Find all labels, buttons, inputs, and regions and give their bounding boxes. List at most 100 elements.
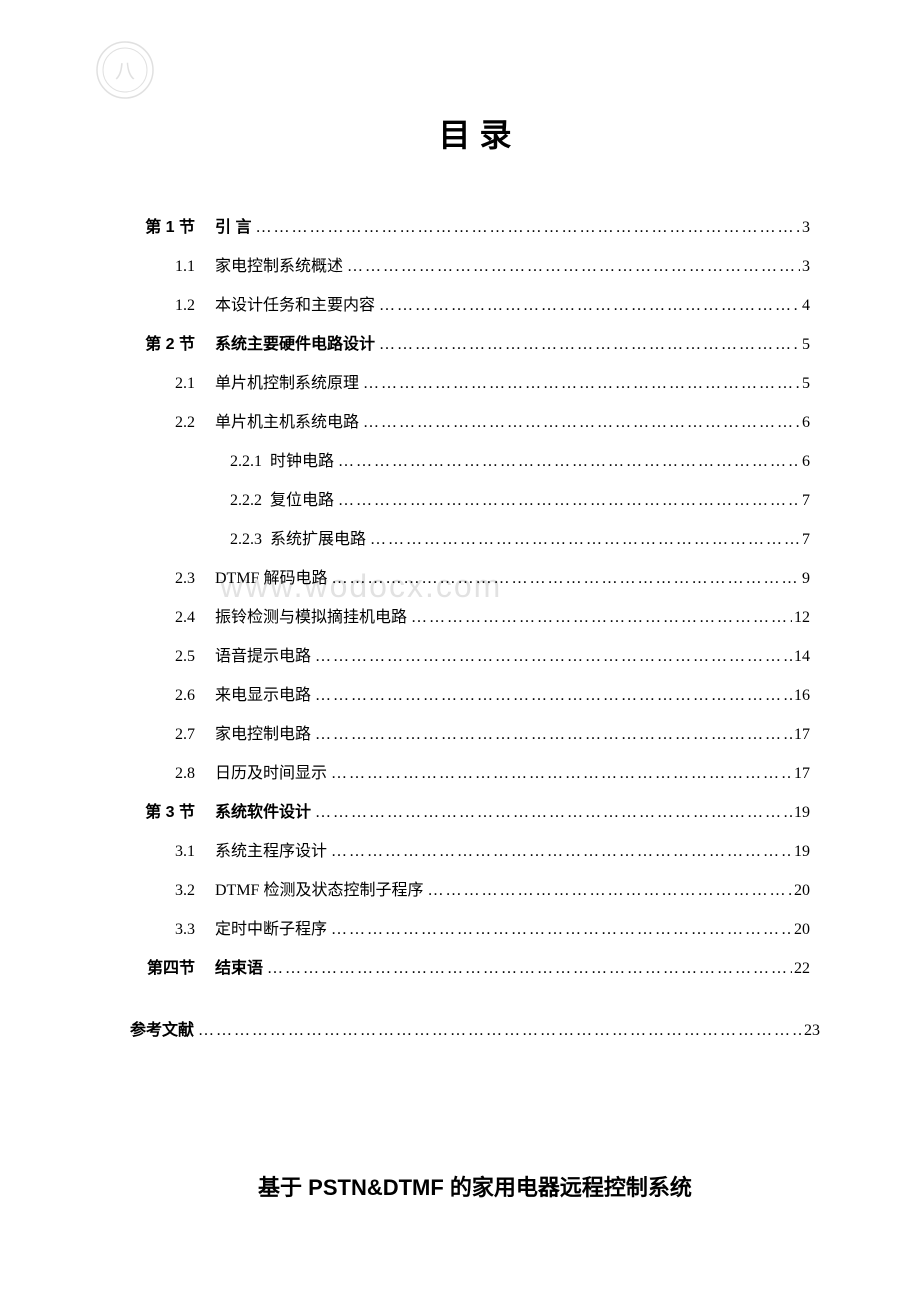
toc-page-number: 14 [792,645,810,669]
references-label: 参考文献 [130,1016,194,1040]
university-seal-logo: 八 [95,40,155,100]
toc-page-number: 12 [792,606,810,630]
toc-page-number: 20 [792,879,810,903]
toc-entry-text: 语音提示电路 [215,645,311,669]
toc-page-number: 5 [800,333,810,357]
toc-number: 第 1 节 [140,216,215,240]
toc-number: 2.6 [140,684,215,708]
toc-page-number: 16 [792,684,810,708]
toc-page-number: 17 [792,723,810,747]
toc-page-number: 6 [800,450,810,474]
toc-leader-dots: …………………………………………………………………………………………………………… [327,567,800,591]
toc-row: 3.1系统主程序设计………………………………………………………………………………… [140,840,810,864]
toc-number: 2.2.3 [230,528,270,552]
toc-number: 2.8 [140,762,215,786]
toc-number: 3.2 [140,879,215,903]
toc-leader-dots: …………………………………………………………………………………………………………… [311,645,792,669]
toc-leader-dots: …………………………………………………………………………………………………………… [359,372,800,396]
toc-entry-text: 家电控制电路 [215,723,311,747]
toc-entry-text: 家电控制系统概述 [215,255,343,279]
toc-page-number: 9 [800,567,810,591]
toc-number: 1.2 [140,294,215,318]
toc-leader-dots: …………………………………………………………………………………………………………… [311,723,792,747]
toc-leader-dots: …………………………………………………………………………………………………………… [423,879,792,903]
toc-number: 3.3 [140,918,215,942]
toc-number: 2.2.2 [230,489,270,513]
toc-row: 2.3DTMF 解码电路 ………………………………………………………………………… [140,567,810,591]
toc-entry-text: 振铃检测与模拟摘挂机电路 [215,606,407,630]
toc-page-number: 3 [800,255,810,279]
toc-page-number: 7 [800,528,810,552]
toc-leader-dots: …………………………………………………………………………………………………………… [327,840,792,864]
toc-row: 第 2 节系统主要硬件电路设计 ………………………………………………………………… [140,333,810,357]
toc-leader-dots: …………………………………………………………………………………………………………… [327,918,792,942]
toc-number: 2.4 [140,606,215,630]
toc-row: 2.4振铃检测与模拟摘挂机电路 ………………………………………………………………… [140,606,810,630]
toc-entry-text: DTMF 解码电路 [215,567,327,591]
toc-entry-text: 时钟电路 [270,450,334,474]
toc-entry-text: 单片机主机系统电路 [215,411,359,435]
toc-leader-dots: …………………………………………………………………………………………………………… [194,1022,802,1040]
toc-row: 第 1 节引 言……………………………………………………………………………………… [140,216,810,240]
toc-entry-text: DTMF 检测及状态控制子程序 [215,879,423,903]
toc-page-number: 19 [792,840,810,864]
toc-number: 2.7 [140,723,215,747]
toc-row: 3.2DTMF 检测及状态控制子程序…………………………………………………………… [140,879,810,903]
toc-number: 2.3 [140,567,215,591]
toc-row: 2.2单片机主机系统电路…………………………………………………………………………… [140,411,810,435]
toc-page-number: 22 [792,957,810,981]
toc-entry-text: 单片机控制系统原理 [215,372,359,396]
toc-row: 2.2.2复位电路…………………………………………………………………………………… [140,489,810,513]
toc-entry-text: 来电显示电路 [215,684,311,708]
toc-leader-dots: …………………………………………………………………………………………………………… [311,684,792,708]
toc-page-number: 3 [800,216,810,240]
references-row: 参考文献 ……………………………………………………………………………………………… [130,1016,820,1040]
toc-page-number: 17 [792,762,810,786]
toc-row: 2.1单片机控制系统原理…………………………………………………………………………… [140,372,810,396]
toc-row: 2.2.3系统扩展电路……………………………………………………………………………… [140,528,810,552]
toc-leader-dots: …………………………………………………………………………………………………………… [407,606,792,630]
toc-row: 2.7家电控制电路 ………………………………………………………………………………… [140,723,810,747]
toc-leader-dots: …………………………………………………………………………………………………………… [343,255,800,279]
toc-entry-text: 日历及时间显示 [215,762,327,786]
toc-leader-dots: …………………………………………………………………………………………………………… [359,411,800,435]
toc-leader-dots: …………………………………………………………………………………………………………… [375,294,800,318]
document-subtitle: 基于 PSTN&DTMF 的家用电器远程控制系统 [130,1170,820,1202]
toc-entry-text: 引 言 [215,216,251,240]
toc-number: 2.1 [140,372,215,396]
toc-row: 2.6来电显示电路 ………………………………………………………………………………… [140,684,810,708]
toc-entry-text: 结束语 [215,957,263,981]
toc-leader-dots: …………………………………………………………………………………………………………… [263,957,792,981]
toc-leader-dots: …………………………………………………………………………………………………………… [311,801,792,825]
toc-entry-text: 系统主程序设计 [215,840,327,864]
toc-entry-text: 系统主要硬件电路设计 [215,333,375,357]
toc-page-number: 4 [800,294,810,318]
toc-row: 2.5语音提示电路 ………………………………………………………………………………… [140,645,810,669]
toc-entry-text: 系统扩展电路 [270,528,366,552]
toc-page-number: 6 [800,411,810,435]
toc-leader-dots: …………………………………………………………………………………………………………… [366,528,800,552]
toc-entry-text: 系统软件设计 [215,801,311,825]
toc-row: 第 3 节系统软件设计 …………………………………………………………………………… [140,801,810,825]
toc-row: 1.2本设计任务和主要内容 ……………………………………………………………………… [140,294,810,318]
toc-number: 1.1 [140,255,215,279]
toc-page-number: 20 [792,918,810,942]
toc-leader-dots: …………………………………………………………………………………………………………… [334,489,800,513]
toc-page-number: 19 [792,801,810,825]
toc-entry-text: 本设计任务和主要内容 [215,294,375,318]
toc-page-number: 5 [800,372,810,396]
toc-row: 1.1家电控制系统概述 …………………………………………………………………………… [140,255,810,279]
toc-number: 2.2.1 [230,450,270,474]
toc-row: 2.2.1时钟电路…………………………………………………………………………………… [140,450,810,474]
table-of-contents: 第 1 节引 言……………………………………………………………………………………… [130,216,820,981]
toc-row: 2.8日历及时间显示 ……………………………………………………………………………… [140,762,810,786]
toc-leader-dots: …………………………………………………………………………………………………………… [375,333,800,357]
toc-entry-text: 复位电路 [270,489,334,513]
toc-number: 3.1 [140,840,215,864]
toc-number: 第 3 节 [140,801,215,825]
toc-number: 2.2 [140,411,215,435]
toc-page-number: 7 [800,489,810,513]
toc-number: 第 2 节 [140,333,215,357]
toc-leader-dots: …………………………………………………………………………………………………………… [251,216,800,240]
toc-leader-dots: …………………………………………………………………………………………………………… [334,450,800,474]
